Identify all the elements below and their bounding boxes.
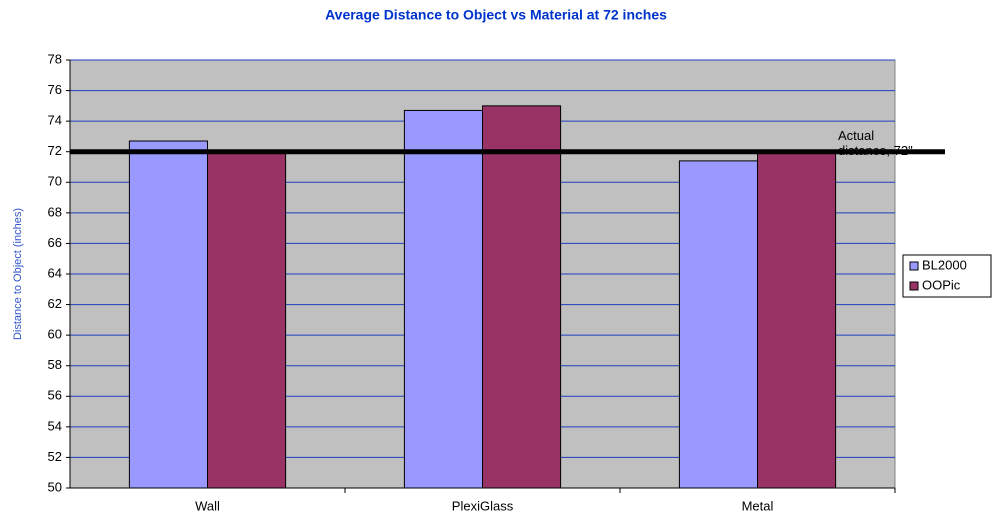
x-tick-label: Wall [195,498,220,513]
y-tick-label: 62 [48,296,62,311]
y-tick-label: 54 [48,418,62,433]
bar [482,105,562,489]
y-tick-label: 52 [48,449,62,464]
legend-swatch [909,281,919,291]
x-tick-label: PlexiGlass [452,498,514,513]
legend-label: OOPic [922,277,961,292]
y-tick-label: 74 [48,113,62,128]
y-tick-label: 50 [48,479,62,494]
bar [757,151,837,489]
chart-title: Average Distance to Object vs Material a… [325,7,667,23]
y-tick-label: 66 [48,235,62,250]
bar [207,151,287,489]
bar [678,160,759,489]
y-tick-label: 76 [48,82,62,97]
annotation: distance, 72" [838,143,913,158]
y-tick-label: 60 [48,327,62,342]
y-tick-label: 64 [48,265,62,280]
y-tick-label: 58 [48,357,62,372]
legend-label: BL2000 [922,257,967,272]
legend-swatch [909,261,919,271]
y-tick-label: 68 [48,204,62,219]
y-axis-label: Distance to Object (inches) [12,208,24,340]
annotation: Actual [838,128,874,143]
y-tick-label: 72 [48,143,62,158]
y-tick-label: 70 [48,174,62,189]
bar [403,109,483,489]
y-tick-label: 56 [48,388,62,403]
y-tick-label: 78 [48,51,62,66]
bar [128,140,208,489]
x-tick-label: Metal [742,498,774,513]
